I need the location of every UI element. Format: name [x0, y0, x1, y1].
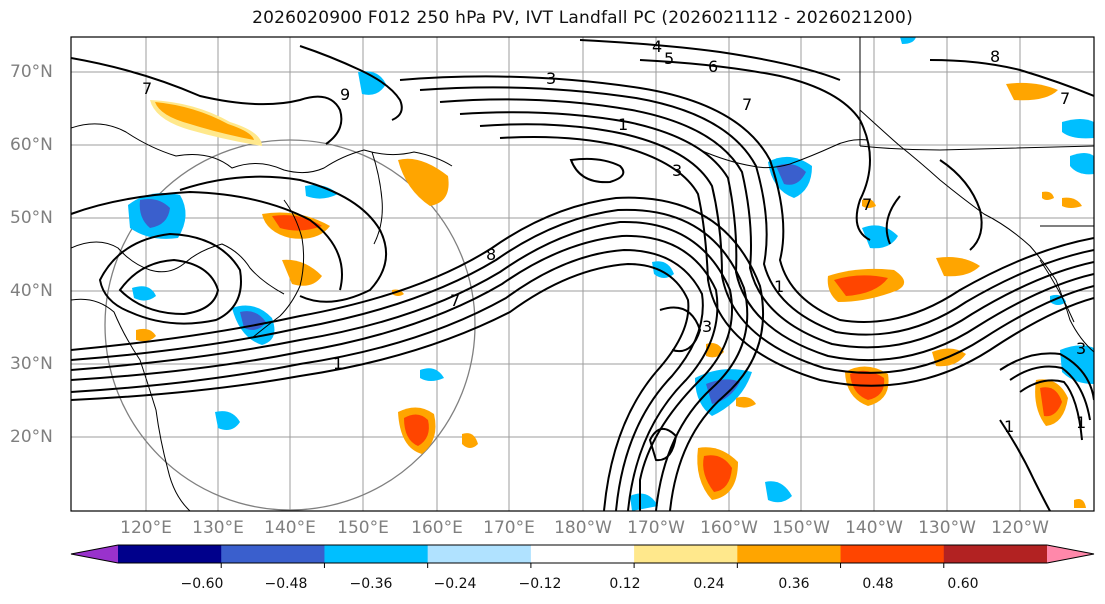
colorbar-tick-label: 0.48	[862, 576, 894, 592]
colorbar-segment	[118, 545, 222, 563]
negative-patches	[128, 37, 1094, 511]
contour-label: 7	[1060, 89, 1070, 108]
colorbar-extend-max	[1047, 545, 1094, 563]
colorbar-segment	[324, 545, 429, 563]
lon-label: 140°W	[845, 518, 903, 538]
contour-label: 6	[708, 57, 718, 76]
lon-label: 180°W	[554, 518, 612, 538]
lon-label: 170°W	[627, 518, 685, 538]
contour-label: 7	[142, 79, 152, 98]
lon-label: 130°W	[918, 518, 976, 538]
contour-label: 5	[664, 49, 674, 68]
colorbar-segment	[737, 545, 842, 563]
contour-label: 4	[652, 37, 662, 56]
colorbar-tick-label: −0.24	[433, 576, 477, 592]
colorbar-tick-label: 0.24	[693, 576, 725, 592]
contour-label: 3	[1076, 339, 1086, 358]
contour-label: 8	[990, 47, 1000, 66]
lon-label: 170°E	[483, 518, 535, 538]
colorbar-tick-label: −0.36	[349, 576, 393, 592]
colorbar-tick-label: −0.60	[180, 576, 224, 592]
map-title: 2026020900 F012 250 hPa PV, IVT Landfall…	[252, 8, 913, 28]
lon-label: 150°E	[337, 518, 389, 538]
colorbar-extend-min	[71, 545, 118, 563]
colorbar-tick-label: −0.12	[518, 576, 562, 592]
lat-label: 60°N	[10, 135, 53, 155]
colorbar-tick-label: 0.60	[947, 576, 979, 592]
gridlines	[71, 37, 1094, 511]
lon-label: 150°W	[772, 518, 830, 538]
contour-label: 9	[340, 85, 350, 104]
colorbar-segment	[943, 545, 1048, 563]
colorbar-tick-label: −0.48	[264, 576, 308, 592]
colorbar-tick-label: 0.36	[778, 576, 810, 592]
contour-label: 7	[450, 291, 460, 310]
colorbar-tick-label: 0.12	[609, 576, 641, 592]
lon-label: 120°E	[120, 518, 172, 538]
colorbar	[70, 544, 1095, 568]
contour-label: 1	[333, 354, 343, 373]
colorbar-segment	[634, 545, 738, 563]
contour-label: 7	[862, 195, 872, 214]
colorbar-segment	[221, 545, 325, 563]
contour-label: 7	[742, 95, 752, 114]
lat-label: 30°N	[10, 354, 53, 374]
lon-label: 160°E	[411, 518, 463, 538]
contour-label: 1	[1004, 417, 1014, 436]
pv-contours	[71, 39, 1094, 511]
landfall-radius-circle	[104, 139, 476, 511]
lat-label: 50°N	[10, 208, 53, 228]
lon-label: 160°W	[700, 518, 758, 538]
contour-label: 1	[1076, 413, 1086, 432]
colorbar-segment	[530, 545, 635, 563]
lat-label: 70°N	[10, 62, 53, 82]
lon-label: 140°E	[264, 518, 316, 538]
contour-label: 3	[702, 317, 712, 336]
contour-label: 1	[774, 277, 784, 296]
plot-frame	[70, 36, 1095, 512]
colorbar-segment	[427, 545, 532, 563]
lon-label: 130°E	[192, 518, 244, 538]
lat-label: 40°N	[10, 281, 53, 301]
contour-label: 1	[618, 115, 628, 134]
colorbar-segment	[840, 545, 945, 563]
contour-label: 3	[672, 161, 682, 180]
lon-label: 120°W	[991, 518, 1049, 538]
lat-label: 20°N	[10, 427, 53, 447]
contour-labels: 1 3 4 5 6 7 7 7 8 9 1 3 7 8 1 7 3 3 1 1	[142, 37, 1086, 436]
contour-label: 3	[546, 69, 556, 88]
contour-label: 8	[486, 245, 496, 264]
